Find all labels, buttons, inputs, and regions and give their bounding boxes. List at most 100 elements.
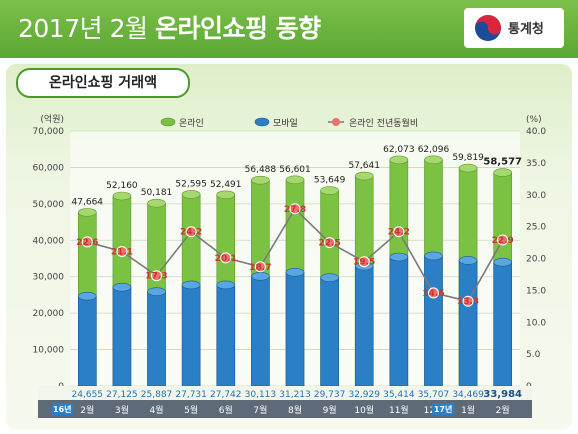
legend-yoy-marker bbox=[332, 118, 340, 126]
y-right-tick-label: 30.0 bbox=[526, 191, 546, 201]
online-value-label: 52,491 bbox=[210, 180, 242, 190]
online-bar-cap bbox=[112, 191, 132, 201]
mobile-bar bbox=[112, 286, 132, 387]
yoy-point bbox=[254, 261, 266, 273]
x-tick-label: 5월 bbox=[184, 404, 198, 416]
mobile-bar bbox=[493, 261, 512, 387]
mobile-value-label: 35,414 bbox=[383, 390, 415, 400]
mobile-bar-cap bbox=[285, 267, 305, 277]
mobile-bar bbox=[216, 284, 236, 387]
mobile-bar-cap bbox=[181, 280, 201, 290]
y-left-tick-label: 20,000 bbox=[33, 309, 65, 319]
yoy-point bbox=[289, 203, 301, 215]
yoy-point bbox=[427, 287, 439, 299]
online-bar-cap bbox=[320, 186, 339, 195]
online-value-label: 62,096 bbox=[418, 145, 450, 155]
mobile-value-label: 27,731 bbox=[175, 390, 207, 400]
online-value-label: 62,073 bbox=[383, 145, 415, 155]
mobile-bar bbox=[147, 291, 166, 387]
yoy-value-label: 18.7 bbox=[249, 263, 271, 273]
mobile-value-label: 32,929 bbox=[348, 390, 380, 400]
mobile-bar-cap bbox=[458, 256, 478, 265]
header-banner: 2017년 2월 온라인쇼핑 동향 통계청 bbox=[0, 0, 578, 58]
legend-yoy-label: 온라인 전년동월비 bbox=[349, 117, 418, 129]
yoy-value-label: 14.6 bbox=[422, 289, 444, 299]
legend-mobile-swatch bbox=[254, 117, 270, 127]
yoy-point bbox=[358, 256, 370, 268]
online-bar-cap bbox=[216, 190, 236, 200]
online-bar-cap bbox=[389, 155, 409, 165]
yoy-point bbox=[393, 226, 405, 238]
x-tick-label: 1월 bbox=[461, 404, 475, 416]
yoy-point bbox=[116, 245, 128, 257]
yoy-point bbox=[185, 226, 197, 238]
mobile-bar bbox=[251, 276, 270, 387]
y-right-tick-label: 15.0 bbox=[526, 286, 546, 296]
online-bar-cap bbox=[424, 155, 443, 165]
y-right-unit: (%) bbox=[526, 115, 542, 125]
mobile-bar bbox=[181, 284, 201, 387]
y-right-tick-label: 25.0 bbox=[526, 223, 546, 233]
x-tick-label: 2월 bbox=[496, 404, 510, 416]
yoy-value-label: 17.3 bbox=[145, 272, 167, 282]
legend-online-swatch bbox=[160, 117, 176, 127]
year-marker-label: 16년 bbox=[53, 404, 72, 414]
mobile-bar-cap bbox=[320, 273, 339, 282]
chart-subtitle: 온라인쇼핑 거래액 bbox=[16, 68, 190, 98]
mobile-value-label: 25,887 bbox=[141, 390, 173, 400]
online-bar-cap bbox=[285, 175, 305, 185]
title-date: 2017년 2월 bbox=[18, 14, 148, 43]
taegeuk-logo-icon bbox=[475, 15, 501, 41]
mobile-label-strip bbox=[38, 386, 532, 400]
yoy-value-label: 24.2 bbox=[180, 228, 202, 238]
yoy-point bbox=[151, 270, 163, 282]
online-value-label: 52,160 bbox=[106, 181, 138, 191]
mobile-bar-cap bbox=[493, 257, 512, 267]
yoy-value-label: 20.1 bbox=[215, 254, 237, 264]
x-tick-label: 7월 bbox=[253, 404, 267, 416]
mobile-bar bbox=[320, 277, 339, 387]
x-tick-label: 10월 bbox=[354, 404, 374, 416]
mobile-value-label: 27,742 bbox=[210, 390, 242, 400]
online-value-label: 50,181 bbox=[141, 188, 173, 198]
x-tick-label: 9월 bbox=[323, 404, 337, 416]
yoy-value-label: 22.5 bbox=[319, 239, 341, 249]
yoy-point bbox=[220, 252, 232, 264]
mobile-bar bbox=[424, 255, 443, 387]
x-tick-label: 2월 bbox=[80, 404, 94, 416]
online-bar-cap bbox=[354, 171, 374, 181]
legend-mobile-label: 모바일 bbox=[273, 118, 298, 129]
x-axis-band bbox=[38, 400, 532, 418]
online-value-label: 58,577 bbox=[483, 157, 522, 168]
online-bar-cap bbox=[78, 208, 97, 217]
mobile-bar-cap bbox=[147, 287, 166, 296]
y-left-unit: (억원) bbox=[40, 113, 64, 125]
year-marker-badge bbox=[51, 403, 74, 415]
y-right-tick-label: 40.0 bbox=[526, 127, 546, 137]
y-right-tick-label: 5.0 bbox=[526, 350, 541, 360]
online-bar-cap bbox=[147, 198, 166, 208]
title-topic: 온라인쇼핑 동향 bbox=[154, 14, 321, 43]
online-bar-cap bbox=[181, 190, 201, 199]
online-value-label: 53,649 bbox=[314, 176, 346, 186]
online-value-label: 56,488 bbox=[245, 165, 277, 175]
y-right-tick-label: 35.0 bbox=[526, 159, 546, 169]
legend-online-label: 온라인 bbox=[179, 118, 204, 129]
logo-text: 통계청 bbox=[508, 22, 544, 37]
mobile-bar-cap bbox=[251, 272, 270, 281]
online-value-label: 59,819 bbox=[452, 153, 484, 163]
year-marker-badge bbox=[432, 403, 455, 415]
mobile-bar-cap bbox=[112, 282, 132, 292]
mobile-bar-cap bbox=[216, 280, 236, 290]
y-left-tick-label: 60,000 bbox=[33, 163, 65, 173]
online-value-label: 52,595 bbox=[175, 179, 207, 189]
y-left-tick-label: 30,000 bbox=[33, 273, 65, 283]
mobile-value-label: 33,984 bbox=[483, 389, 522, 400]
yoy-point bbox=[324, 237, 336, 249]
year-marker-label: 17년 bbox=[434, 404, 453, 414]
mobile-bar bbox=[354, 265, 374, 387]
x-tick-label: 3월 bbox=[115, 404, 129, 416]
mobile-value-label: 29,737 bbox=[314, 390, 346, 400]
online-value-label: 57,641 bbox=[348, 161, 380, 171]
